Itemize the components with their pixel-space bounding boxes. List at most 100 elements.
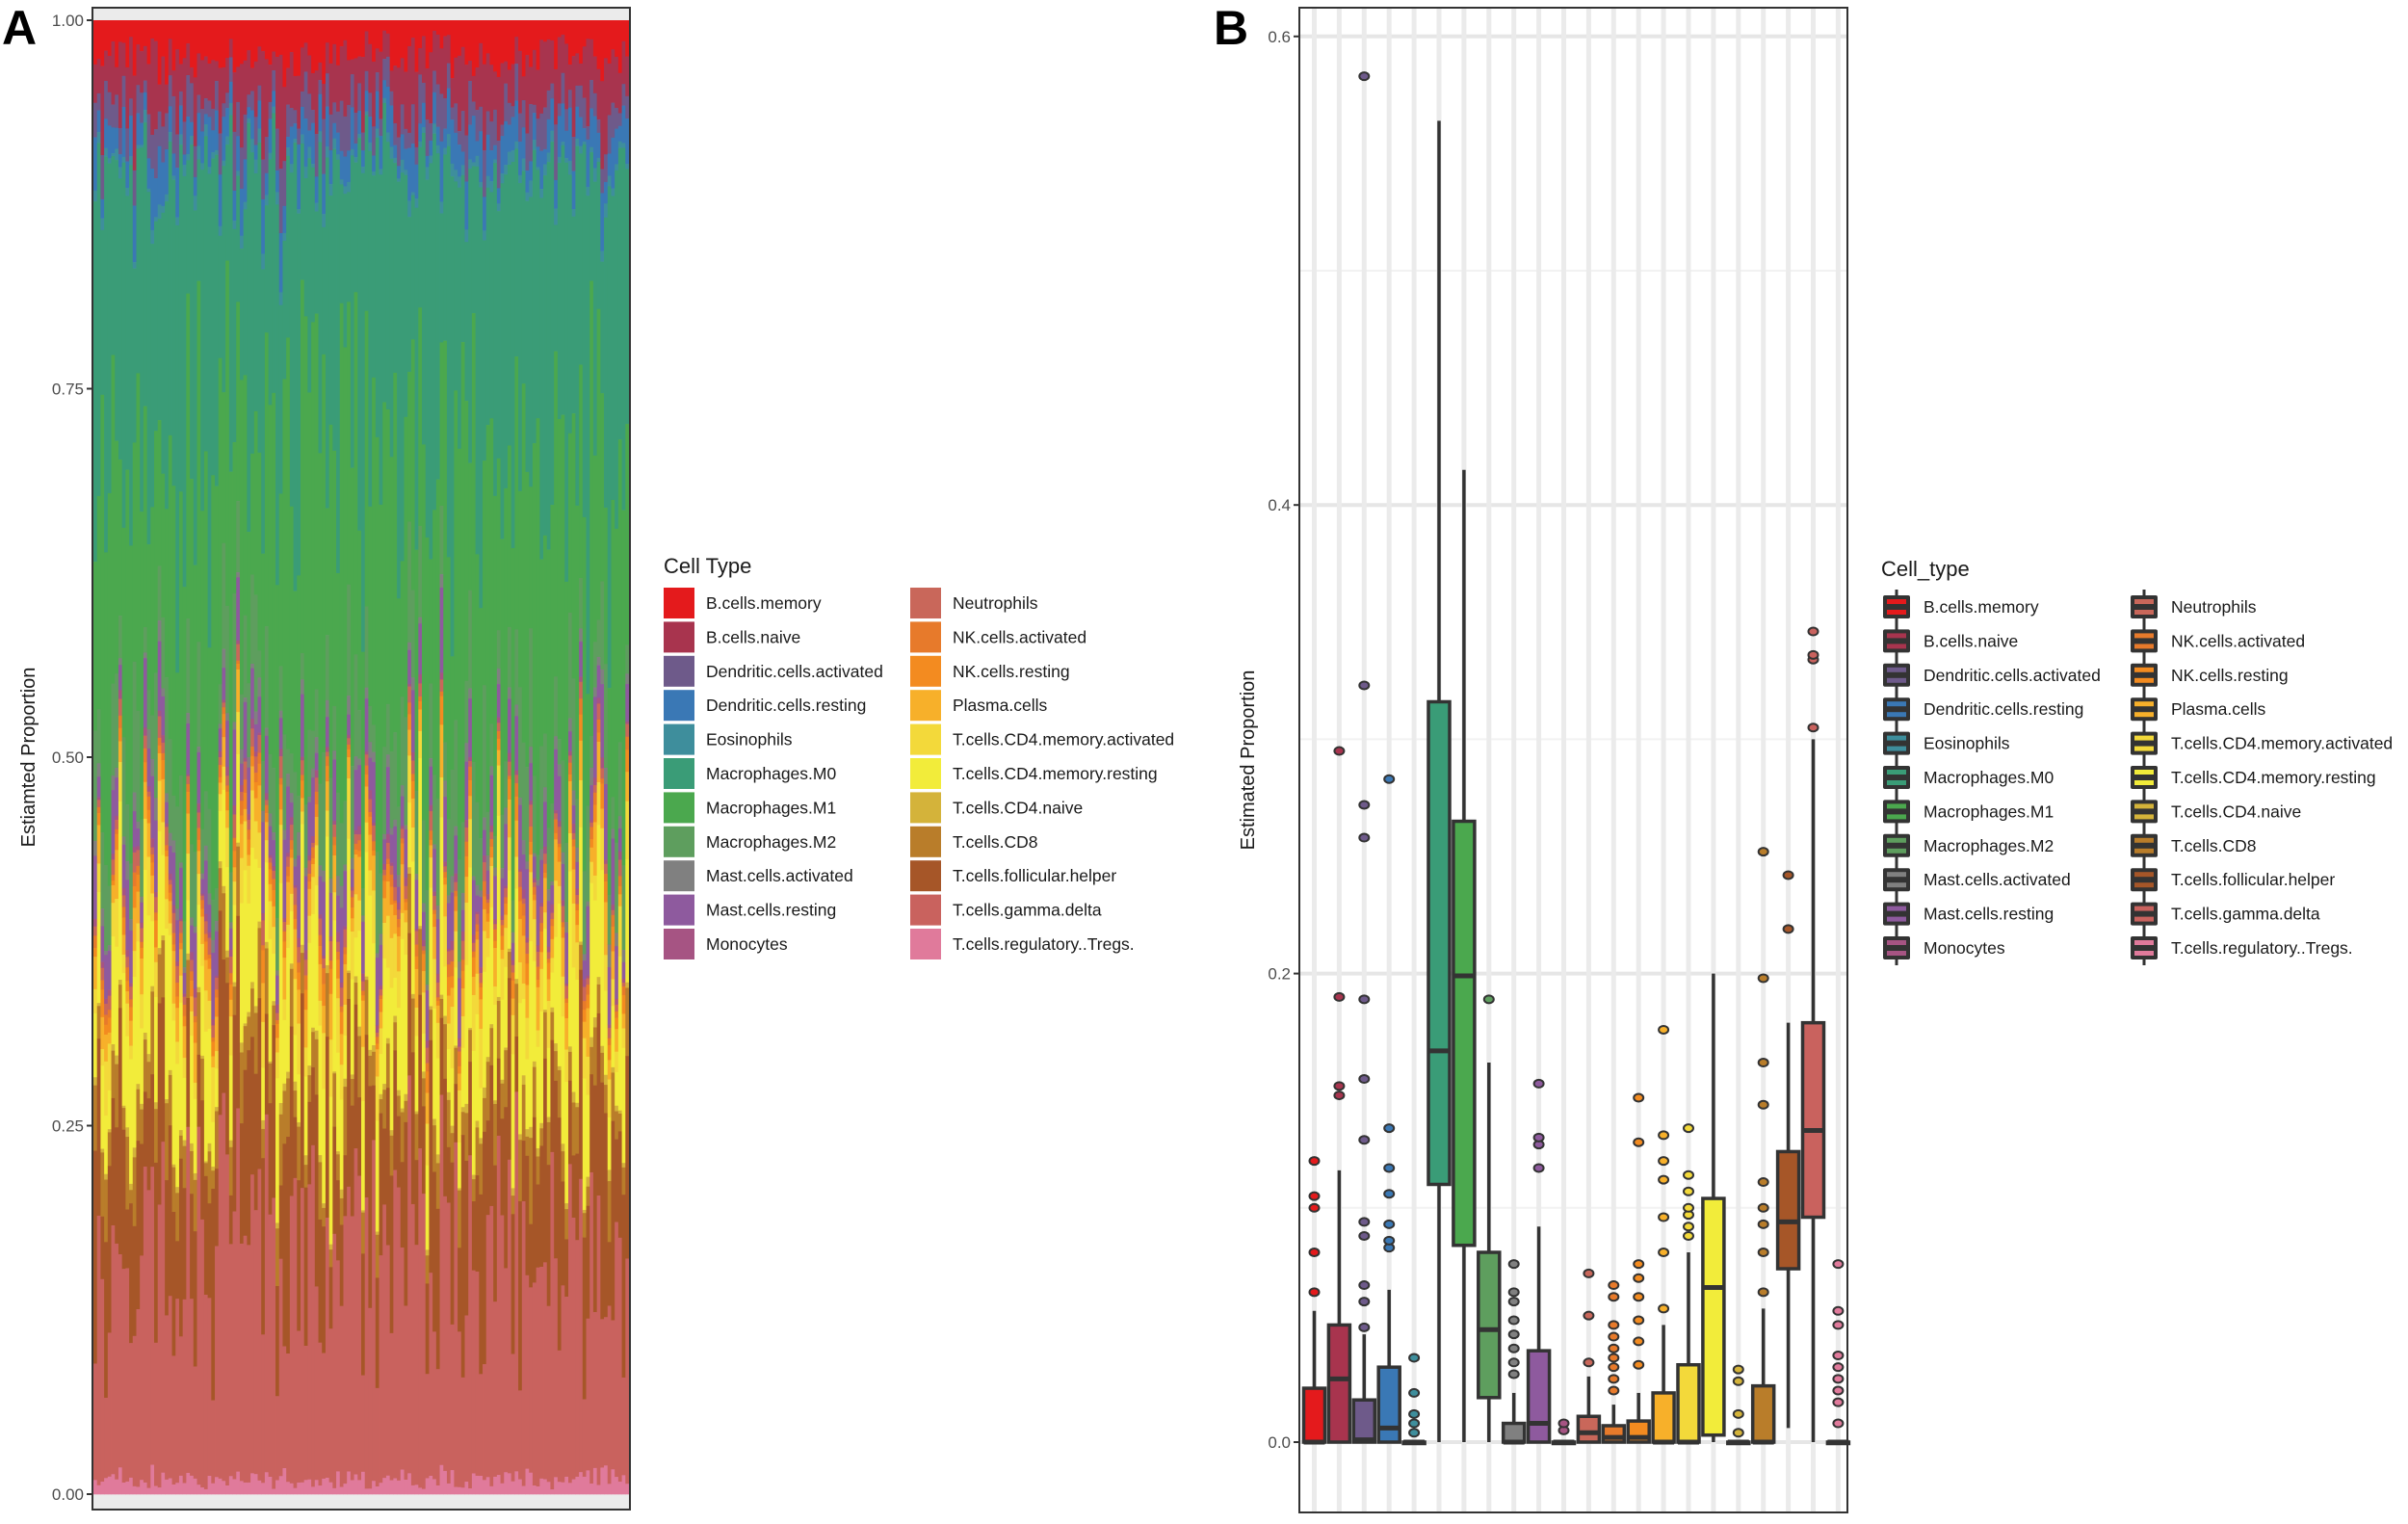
bar-segment	[236, 644, 241, 662]
sample-bar	[336, 20, 341, 1495]
bar-segment	[196, 839, 201, 852]
bar-segment	[282, 829, 287, 840]
bar-segment	[129, 986, 134, 1000]
bar-segment	[350, 1216, 354, 1481]
bar-segment	[104, 1003, 109, 1015]
bar-segment	[200, 163, 205, 171]
bar-segment	[364, 91, 369, 112]
bar-segment	[596, 1485, 601, 1495]
bar-segment	[118, 727, 123, 742]
bar-segment	[454, 896, 458, 911]
bar-segment	[600, 778, 605, 784]
legend-swatch	[910, 894, 941, 926]
bar-segment	[418, 709, 423, 732]
bar-segment	[157, 420, 162, 566]
bar-segment	[125, 161, 130, 189]
sample-bar	[557, 20, 562, 1495]
bar-segment	[567, 1051, 573, 1082]
bar-segment	[539, 189, 544, 198]
bar-segment	[350, 766, 354, 859]
bar-segment	[471, 116, 477, 163]
bar-segment	[286, 1071, 291, 1079]
bar-segment	[425, 889, 430, 985]
bar-segment	[372, 851, 377, 856]
bar-segment	[200, 511, 205, 830]
legend-item: NK.cells.activated	[2131, 623, 2305, 659]
legend-swatch	[910, 655, 941, 687]
bar-segment	[582, 1237, 587, 1400]
sample-bar	[364, 20, 369, 1495]
bar-segment	[625, 1056, 630, 1259]
bar-segment	[539, 197, 544, 560]
bar-segment	[322, 173, 327, 215]
bar-segment	[336, 1052, 341, 1152]
sample-bar	[567, 20, 573, 1495]
bar-segment	[282, 931, 287, 942]
bar-segment	[336, 111, 341, 133]
bar-segment	[193, 926, 197, 933]
bar-segment	[454, 910, 458, 933]
bar-segment	[318, 1000, 323, 1026]
bar-segment	[483, 230, 487, 241]
sample-bar	[621, 20, 626, 1495]
bar-segment	[243, 1026, 248, 1070]
bar-segment	[500, 999, 505, 1081]
bar-segment	[175, 908, 180, 921]
bar-segment	[493, 1476, 498, 1495]
bar-segment	[514, 979, 519, 985]
bar-segment	[514, 100, 519, 143]
bar-segment	[96, 863, 101, 893]
bar-segment	[432, 1331, 437, 1480]
bar-segment	[225, 791, 230, 811]
bar-segment	[479, 999, 484, 1030]
bar-segment	[446, 1146, 452, 1203]
bar-segment	[193, 20, 197, 78]
bar-segment	[289, 20, 294, 53]
bar-segment	[471, 994, 477, 1052]
bar-segment	[521, 983, 526, 1000]
bar-segment	[375, 91, 380, 129]
bar-segment	[264, 793, 270, 801]
bar-segment	[200, 879, 205, 894]
bar-segment	[186, 775, 191, 785]
bar-segment	[300, 798, 305, 812]
bar-segment	[264, 862, 270, 943]
sample-bar	[617, 20, 622, 1495]
bar-segment	[460, 165, 465, 176]
legend-label: NK.cells.activated	[2171, 631, 2305, 650]
bar-segment	[372, 825, 377, 842]
legend-label: Dendritic.cells.activated	[706, 662, 883, 681]
bar-segment	[328, 892, 333, 937]
bar-segment	[140, 941, 144, 949]
bar-segment	[529, 854, 534, 873]
bar-segment	[165, 113, 170, 150]
bar-segment	[458, 1190, 462, 1248]
bar-segment	[207, 893, 212, 906]
bar-segment	[203, 1295, 209, 1490]
legend-swatch-fill	[1887, 951, 1906, 956]
bar-segment	[460, 1112, 465, 1136]
bar-segment	[450, 1162, 455, 1326]
bar-segment	[372, 377, 377, 725]
bar-segment	[207, 1298, 212, 1477]
bar-segment	[400, 58, 405, 105]
bar-segment	[454, 1084, 458, 1143]
bar-segment	[617, 125, 622, 143]
sample-bar	[493, 20, 498, 1495]
bar-segment	[617, 147, 622, 440]
bar-segment	[104, 1014, 109, 1026]
bar-segment	[500, 919, 505, 926]
bar-segment	[504, 824, 509, 886]
bar-segment	[347, 838, 352, 971]
bar-segment	[211, 130, 216, 153]
bar-segment	[339, 1034, 344, 1065]
bar-segment	[611, 797, 615, 829]
bar-segment	[171, 1020, 176, 1166]
bar-segment	[196, 747, 201, 753]
bar-segment	[257, 128, 262, 144]
bar-segment	[343, 347, 348, 801]
sample-bar	[596, 20, 601, 1495]
bar-segment	[443, 1015, 448, 1025]
sample-bar	[161, 20, 166, 1495]
bar-segment	[357, 931, 362, 1027]
